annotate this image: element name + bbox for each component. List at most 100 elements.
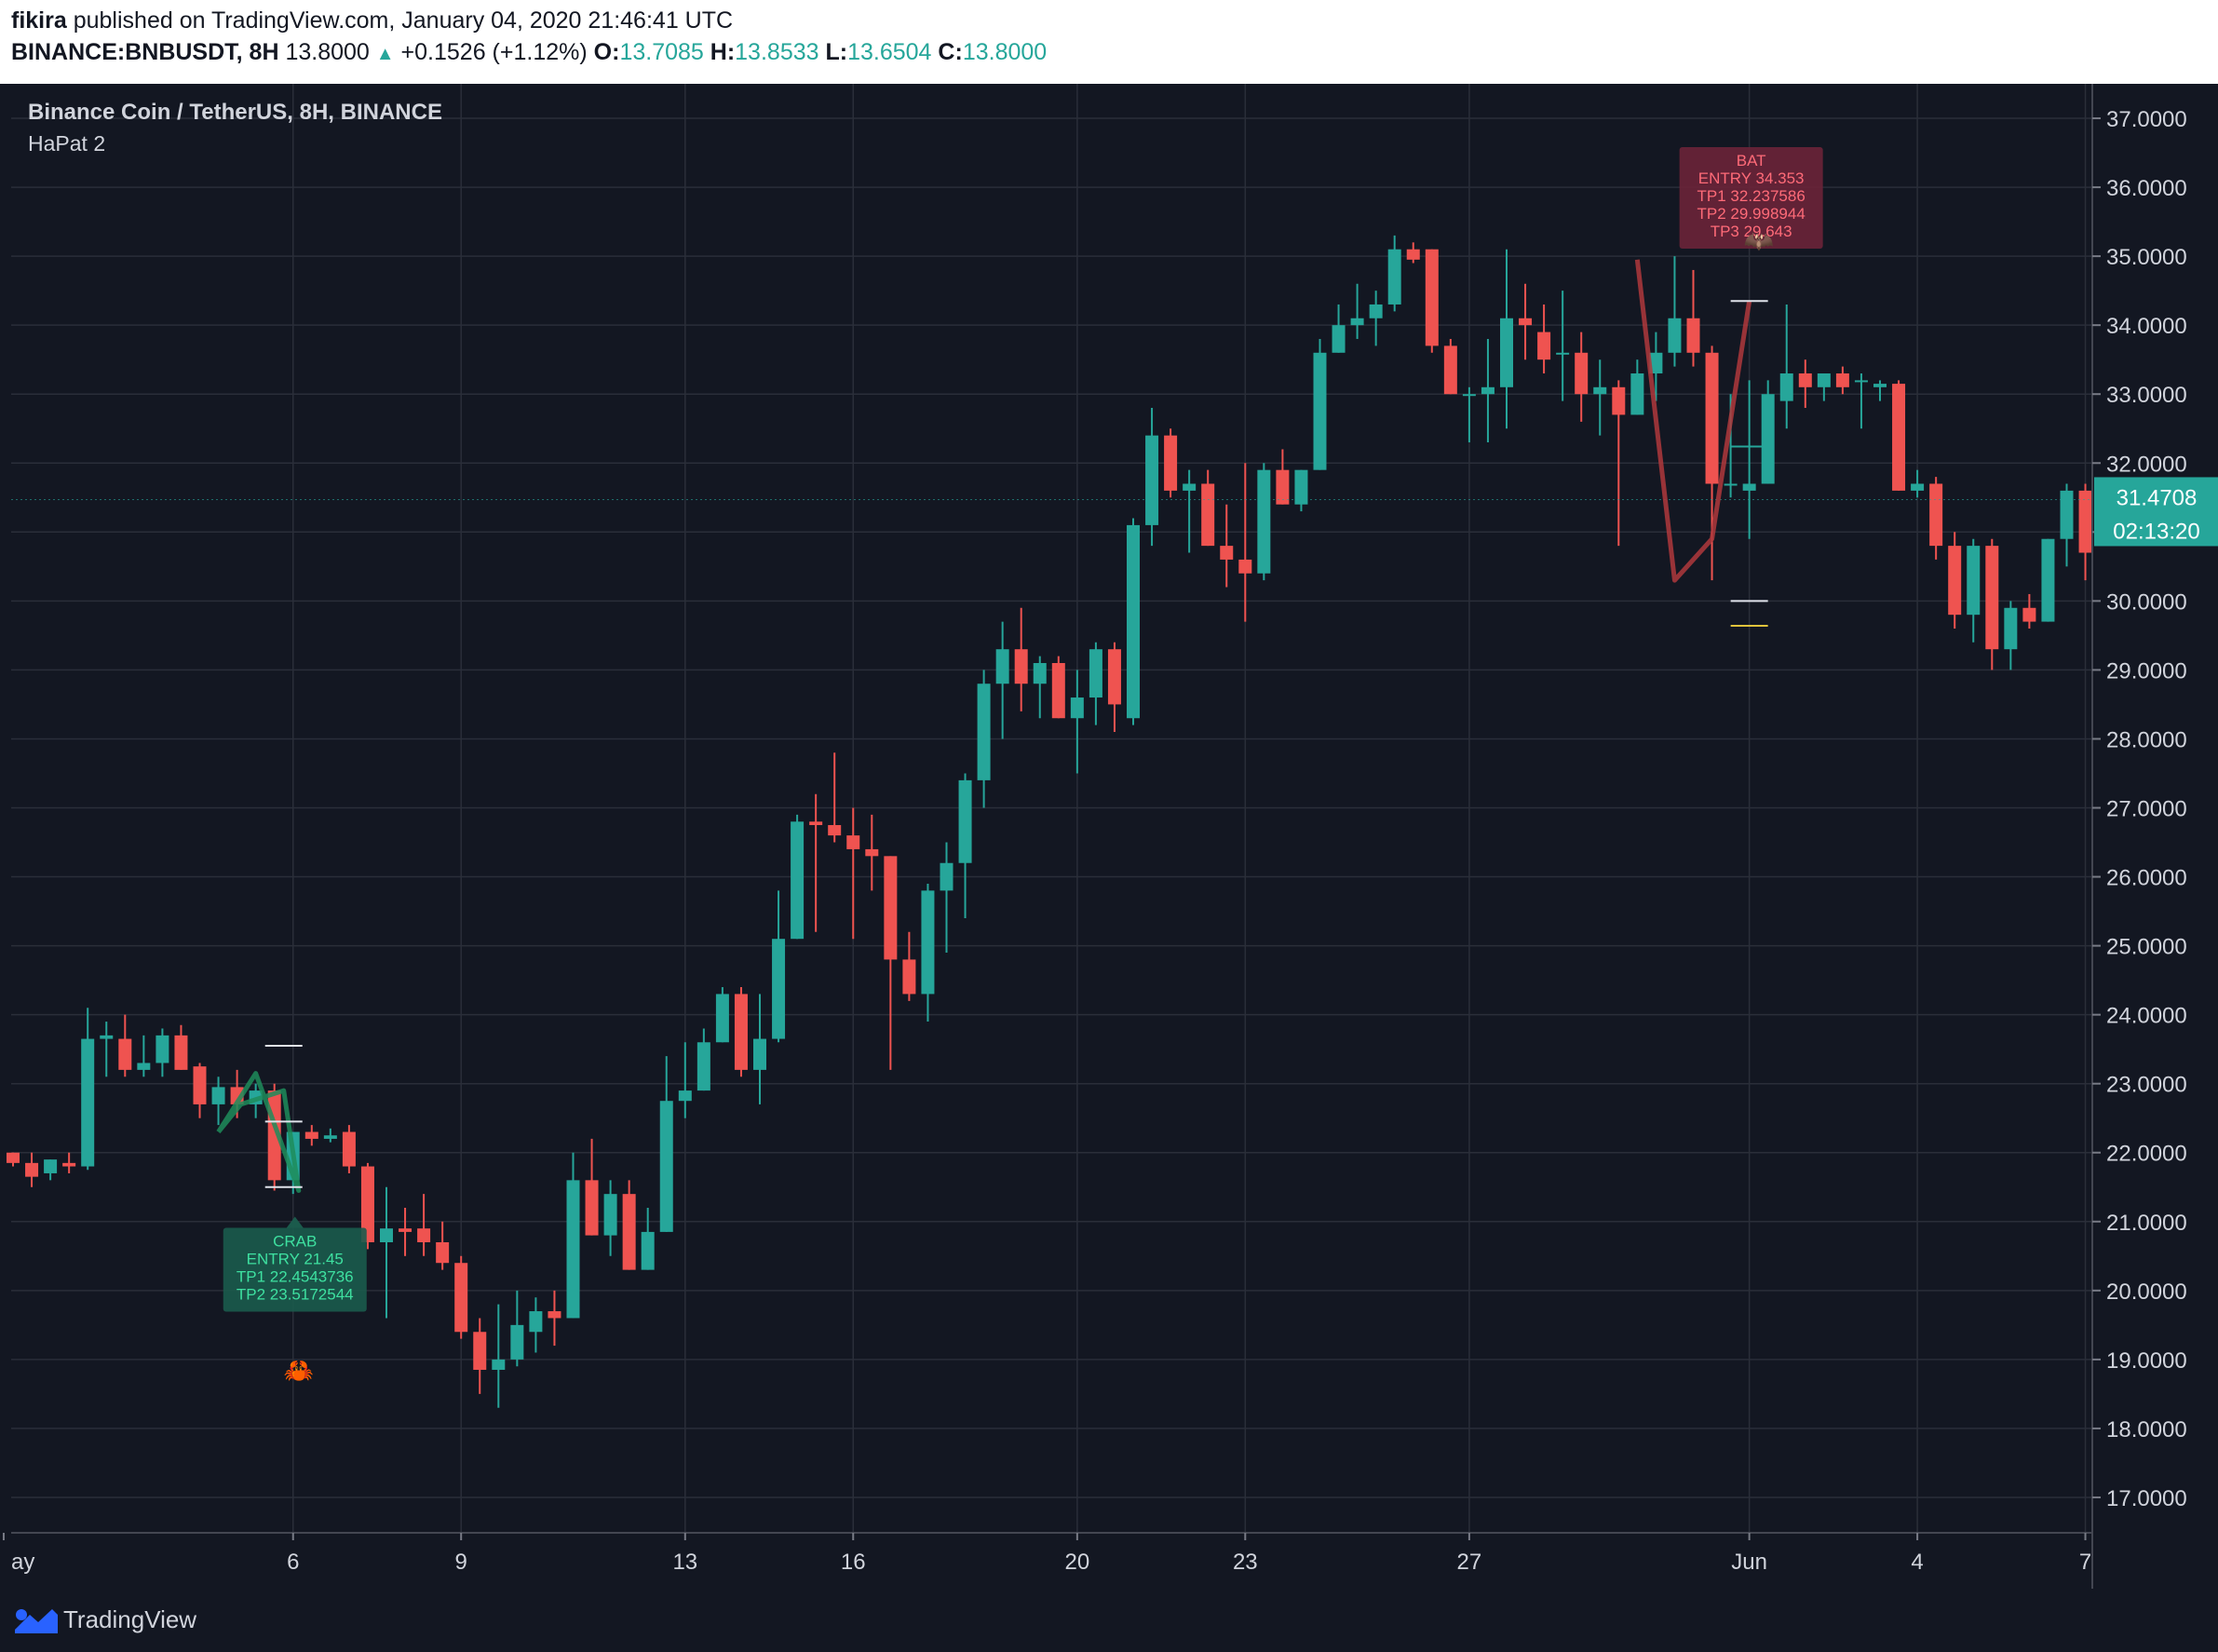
candle[interactable] — [1779, 304, 1793, 429]
candle[interactable] — [1500, 249, 1513, 429]
candle[interactable] — [2022, 593, 2036, 629]
candle[interactable] — [1649, 332, 1663, 401]
candle[interactable] — [360, 1162, 374, 1250]
candle[interactable] — [1164, 428, 1178, 498]
candle[interactable] — [1276, 449, 1290, 505]
candle[interactable] — [7, 1152, 20, 1167]
candle[interactable] — [1612, 380, 1626, 547]
candle[interactable] — [1387, 235, 1401, 312]
candle[interactable] — [940, 842, 953, 953]
tradingview-brand[interactable]: TradingView — [63, 1605, 197, 1633]
candle[interactable] — [1350, 283, 1364, 339]
candle[interactable] — [1761, 380, 1775, 484]
candle[interactable] — [1967, 538, 1981, 643]
candle[interactable] — [566, 1152, 580, 1319]
candle[interactable] — [1798, 359, 1812, 409]
candle[interactable] — [1443, 338, 1457, 395]
candle[interactable] — [399, 1207, 412, 1256]
candle[interactable] — [1462, 386, 1476, 443]
candle[interactable] — [1835, 366, 1849, 395]
candle[interactable] — [1481, 338, 1494, 443]
candle[interactable] — [734, 987, 748, 1077]
candle[interactable] — [1854, 373, 1868, 429]
candle[interactable] — [809, 793, 823, 932]
candle[interactable] — [156, 1028, 169, 1077]
candle[interactable] — [791, 814, 805, 940]
candle[interactable] — [921, 883, 935, 1022]
candle[interactable] — [585, 1138, 599, 1236]
candle[interactable] — [1537, 304, 1551, 373]
candle[interactable] — [323, 1128, 337, 1143]
candle[interactable] — [304, 1125, 318, 1146]
candle[interactable] — [753, 994, 766, 1104]
candle[interactable] — [1519, 283, 1533, 360]
time-axis[interactable]: ay 6 9 13 16 20 23 27 Jun 4 7 — [2, 1532, 2092, 1575]
candle[interactable] — [1948, 532, 1962, 629]
candle[interactable] — [1033, 656, 1047, 719]
candle[interactable] — [1313, 338, 1327, 470]
candle[interactable] — [1294, 469, 1308, 512]
candle[interactable] — [1575, 332, 1589, 422]
candle[interactable] — [1817, 373, 1831, 401]
candle[interactable] — [828, 752, 842, 843]
candle[interactable] — [2004, 601, 2018, 670]
candle[interactable] — [1425, 249, 1439, 353]
candle[interactable] — [380, 1186, 393, 1319]
candle[interactable] — [492, 1304, 506, 1408]
candle[interactable] — [62, 1152, 76, 1173]
candle[interactable] — [1332, 304, 1346, 353]
candle[interactable] — [1183, 469, 1197, 553]
candle[interactable] — [1238, 463, 1252, 622]
legend-indicator[interactable]: HaPat 2 — [28, 131, 105, 156]
candle[interactable] — [342, 1125, 356, 1173]
candle[interactable] — [2078, 483, 2092, 581]
candle[interactable] — [846, 807, 860, 940]
candle[interactable] — [436, 1221, 450, 1270]
candle[interactable] — [81, 1008, 95, 1171]
candle[interactable] — [473, 1318, 487, 1394]
candle[interactable] — [1556, 291, 1570, 401]
candle[interactable] — [622, 1180, 636, 1270]
candle[interactable] — [417, 1194, 431, 1256]
candle[interactable] — [1220, 504, 1234, 588]
candle[interactable] — [772, 890, 786, 1043]
candle[interactable] — [548, 1290, 561, 1347]
candle[interactable] — [884, 856, 898, 1070]
candle[interactable] — [44, 1159, 58, 1181]
candle[interactable] — [678, 1042, 692, 1118]
candle[interactable] — [1369, 291, 1383, 346]
candle[interactable] — [1014, 607, 1028, 711]
candle[interactable] — [1127, 518, 1140, 725]
candle[interactable] — [659, 1056, 673, 1232]
candle[interactable] — [697, 1028, 710, 1091]
candle[interactable] — [1089, 642, 1102, 725]
candle[interactable] — [100, 1022, 114, 1077]
candle[interactable] — [118, 1014, 132, 1077]
candle[interactable] — [865, 814, 879, 891]
candle[interactable] — [641, 1207, 655, 1270]
candle[interactable] — [25, 1152, 39, 1187]
candle[interactable] — [1051, 656, 1065, 719]
candle[interactable] — [174, 1024, 188, 1070]
candle[interactable] — [1911, 469, 1925, 498]
candle[interactable] — [454, 1255, 468, 1339]
price-axis[interactable]: 37.0000 36.0000 35.0000 34.0000 33.0000 32.00… — [2091, 84, 2218, 1589]
candle[interactable] — [1742, 380, 1756, 539]
candle[interactable] — [529, 1297, 543, 1353]
candle[interactable] — [1593, 359, 1607, 436]
candle[interactable] — [2060, 483, 2074, 567]
candle[interactable] — [603, 1180, 617, 1256]
candle[interactable] — [1668, 256, 1682, 367]
candle[interactable] — [137, 1035, 151, 1077]
candle[interactable] — [1257, 463, 1271, 581]
candle[interactable] — [958, 773, 972, 918]
candle[interactable] — [1630, 359, 1644, 415]
candle[interactable] — [211, 1077, 225, 1126]
candle[interactable] — [2041, 538, 2055, 622]
tradingview-logo-icon[interactable] — [13, 1605, 60, 1635]
candle[interactable] — [995, 621, 1009, 739]
candle[interactable] — [902, 931, 916, 1001]
